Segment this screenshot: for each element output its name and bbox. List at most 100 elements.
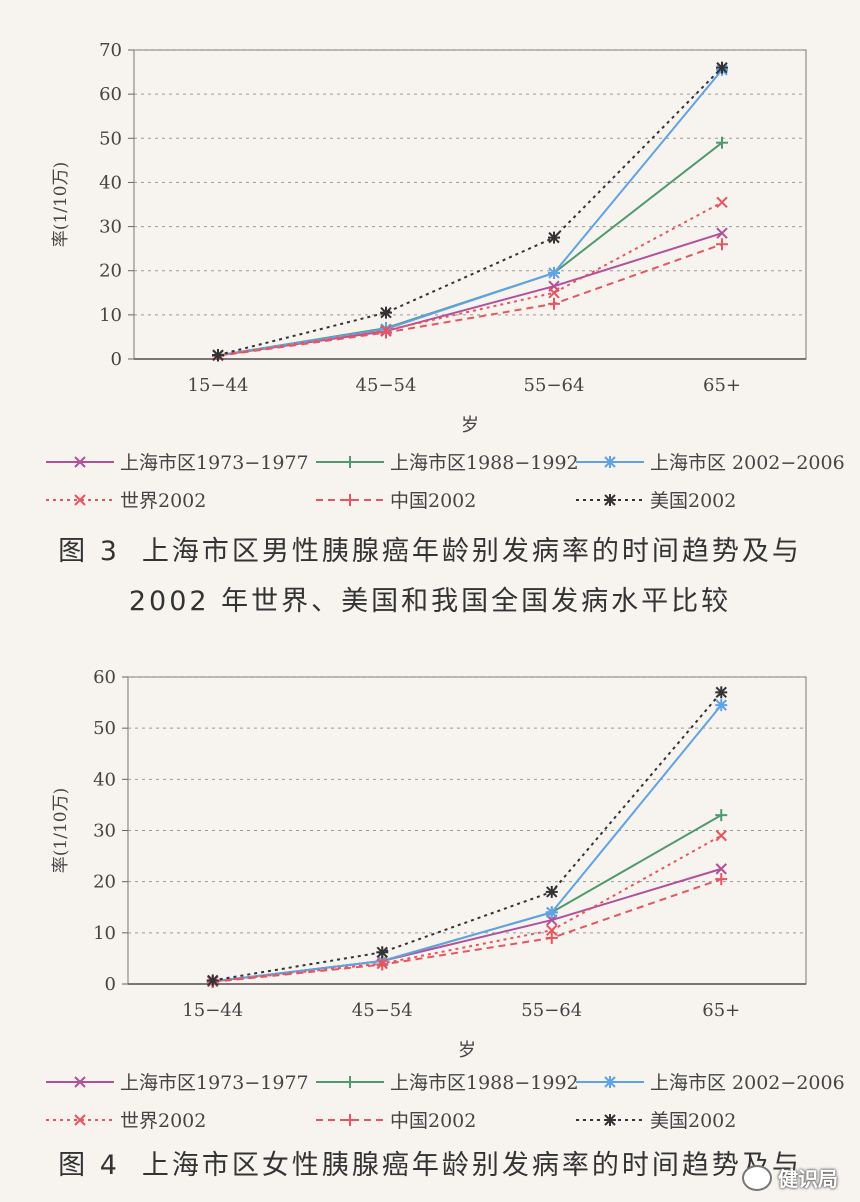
caption-4-text1: 上海市区女性胰腺癌年龄别发病率的时间趋势及与: [141, 1150, 802, 1181]
x-tick-label: 55−64: [524, 375, 585, 396]
legend-label: 上海市区 2002−2006: [650, 1072, 845, 1094]
data-point: [546, 924, 558, 936]
x-tick-label: 65+: [703, 375, 741, 396]
legend-swatch: [576, 1075, 644, 1088]
y-tick-label: 40: [99, 172, 122, 193]
legend-label: 美国2002: [650, 490, 737, 512]
data-point: [380, 306, 392, 319]
legend-label: 上海市区1988−1992: [390, 452, 579, 474]
caption-4-line1: 图 4 上海市区女性胰腺癌年龄别发病率的时间趋势及与: [0, 1141, 860, 1191]
legend-marker: [344, 493, 356, 506]
legend-item: 世界2002: [44, 486, 206, 513]
x-axis-label: 岁: [461, 415, 479, 436]
series-4: [212, 238, 728, 362]
caption-4: 图 4 上海市区女性胰腺癌年龄别发病率的时间趋势及与: [0, 1141, 860, 1191]
series-line: [212, 878, 722, 983]
caption-3-line2: 2002 年世界、美国和我国全国发病水平比较: [128, 586, 732, 617]
legend-label: 上海市区1988−1992: [390, 1072, 579, 1094]
legend-item: 上海市区1973−1977: [44, 448, 309, 475]
data-point: [545, 931, 558, 944]
chart-3: 0 10 20 30 40 50 60 70 15−44 45−54 55−64 65+ 岁 率(1/10…: [51, 40, 807, 436]
legend-swatch: [576, 493, 644, 506]
legend-marker: [74, 1113, 86, 1126]
series-line: [212, 834, 722, 983]
data-point: [376, 946, 389, 959]
legend-label: 中国2002: [390, 1110, 477, 1132]
legend-item: 中国2002: [314, 486, 476, 513]
series-0: [212, 227, 728, 362]
legend-item: 上海市区 2002−2006: [574, 1068, 845, 1095]
legend-swatch: [576, 455, 644, 468]
legend-swatch: [316, 493, 384, 506]
y-tick-label: 70: [99, 40, 122, 61]
data-point: [548, 297, 560, 310]
series-line: [212, 814, 722, 983]
legend-swatch: [316, 1113, 384, 1126]
legend-swatch: [46, 493, 114, 506]
legend-swatch: [316, 455, 384, 468]
watermark-text: 健识局: [778, 1167, 838, 1191]
caption-4-label: 图 4: [58, 1150, 120, 1181]
x-tick-label: 65+: [702, 1000, 740, 1021]
series-line: [217, 201, 723, 357]
y-axis-label: 率(1/10万): [51, 162, 71, 247]
series-line: [217, 141, 723, 357]
data-point: [716, 61, 728, 74]
x-axis-label: 岁: [458, 1040, 476, 1061]
legend-marker: [344, 455, 356, 468]
y-tick-label: 60: [93, 667, 116, 688]
legend-label: 上海市区1973−1977: [120, 1072, 309, 1094]
data-point: [548, 287, 560, 299]
series-1: [212, 136, 728, 362]
legend-4: 上海市区1973−1977 上海市区1988−1992 上海市区 2002−2006…: [0, 1068, 860, 1148]
data-point: [380, 326, 392, 339]
legend-swatch: [46, 1113, 114, 1126]
plot-area: [133, 49, 807, 360]
y-tick-label: 50: [99, 128, 122, 149]
legend-item: 世界2002: [44, 1106, 206, 1133]
legend-marker: [604, 1075, 616, 1088]
data-point: [715, 699, 728, 712]
data-point: [548, 266, 560, 279]
data-point: [716, 196, 728, 208]
legend-marker: [344, 1075, 356, 1088]
data-point: [376, 958, 389, 971]
y-axis-label: 率(1/10万): [51, 788, 71, 873]
data-point: [715, 809, 728, 822]
legend-swatch: [316, 1075, 384, 1088]
series-line: [217, 232, 723, 357]
x-tick-label: 15−44: [182, 1000, 243, 1021]
y-tick-label: 60: [99, 84, 122, 105]
series-1: [206, 809, 728, 988]
legend-label: 美国2002: [650, 1110, 737, 1132]
legend-item: 美国2002: [574, 486, 736, 513]
figure-3: 0 10 20 30 40 50 60 70 15−44 45−54 55−64 65+ 岁 率(1/10…: [0, 40, 860, 627]
legend-marker: [74, 1075, 86, 1088]
series-line: [212, 867, 722, 983]
y-tick-label: 30: [99, 217, 122, 238]
legend-item: 上海市区 2002−2006: [574, 448, 845, 475]
y-tick-label: 10: [99, 305, 122, 326]
legend-swatch: [46, 1075, 114, 1088]
legend-item: 美国2002: [574, 1106, 736, 1133]
series-line: [217, 69, 723, 357]
y-tick-label: 20: [99, 261, 122, 282]
legend-marker: [604, 455, 616, 468]
watermark: 健识局: [742, 1163, 838, 1192]
data-point: [715, 863, 727, 875]
y-tick-label: 40: [93, 769, 116, 790]
data-point: [545, 906, 558, 919]
legend-item: 中国2002: [314, 1106, 476, 1133]
caption-3: 图 3 上海市区男性胰腺癌年龄别发病率的时间趋势及与 2002 年世界、美国和我国…: [0, 527, 860, 627]
caption-3-text1: 上海市区男性胰腺癌年龄别发病率的时间趋势及与: [141, 536, 802, 567]
series-0: [207, 863, 727, 988]
x-tick-label: 45−54: [356, 375, 417, 396]
legend-swatch: [576, 1113, 644, 1126]
legend-marker: [604, 493, 616, 506]
y-tick-label: 30: [93, 821, 116, 842]
y-tick-label: 10: [93, 923, 116, 944]
data-point: [715, 873, 728, 886]
data-point: [715, 686, 728, 699]
y-tick-label: 20: [93, 872, 116, 893]
wechat-icon: [742, 1164, 772, 1191]
